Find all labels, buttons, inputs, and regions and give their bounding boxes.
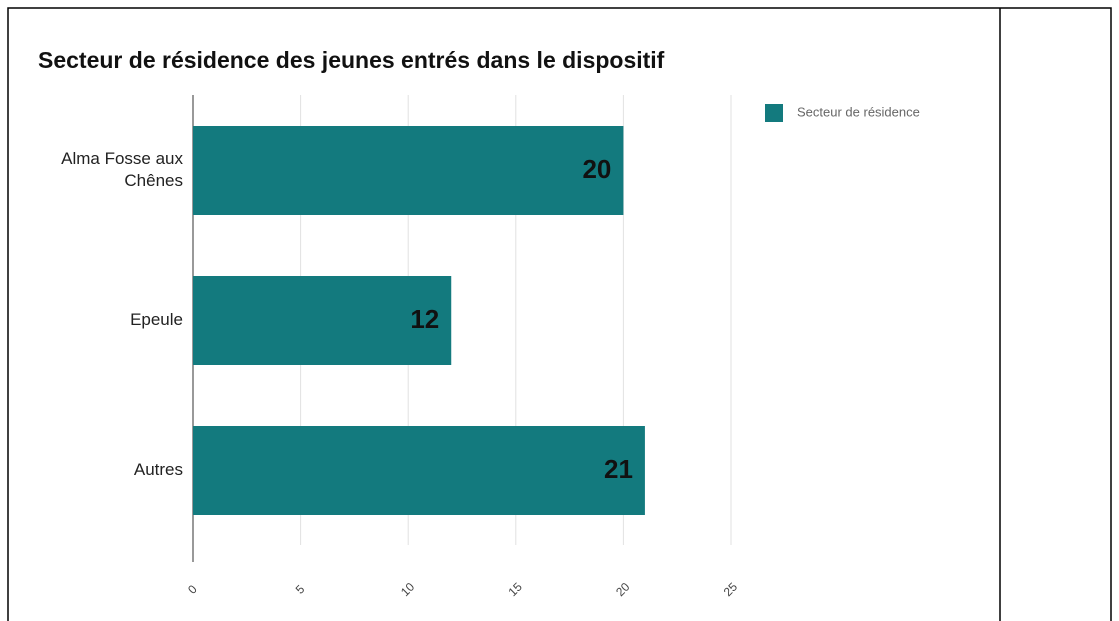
data-label: 20 xyxy=(582,154,611,184)
x-tick-label: 15 xyxy=(506,580,526,600)
y-tick-label: Alma Fosse aux Chênes xyxy=(61,149,183,190)
bar xyxy=(193,126,624,215)
x-tick-label: 20 xyxy=(613,580,633,600)
bar xyxy=(193,426,645,515)
legend-label: Secteur de résidence xyxy=(797,104,920,119)
x-tick-label: 10 xyxy=(398,580,418,600)
data-label: 12 xyxy=(410,304,439,334)
data-label: 21 xyxy=(604,454,633,484)
y-tick-label: Epeule xyxy=(130,310,183,329)
x-tick-label: 5 xyxy=(293,582,308,597)
frame xyxy=(7,7,1112,621)
bar xyxy=(193,276,452,365)
x-tick-label: 25 xyxy=(721,580,741,600)
y-tick-label: Autres xyxy=(133,460,183,479)
chart-title: Secteur de résidence des jeunes entrés d… xyxy=(38,47,665,73)
x-tick-label: 0 xyxy=(185,582,200,597)
legend-swatch xyxy=(765,104,783,122)
